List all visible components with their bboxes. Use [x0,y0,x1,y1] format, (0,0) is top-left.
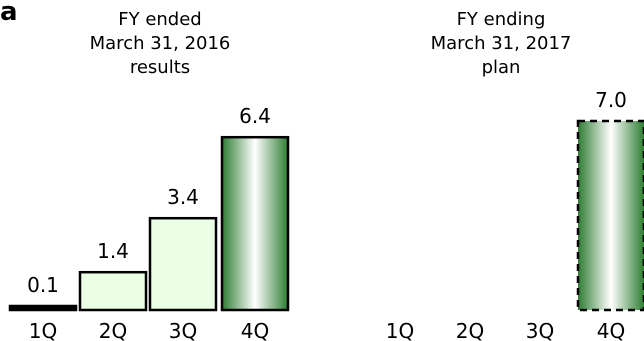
corner-letter: a [0,0,18,27]
chart1-tick-4q: 4Q [241,319,269,341]
chart1-value-label-4q: 6.4 [239,104,271,128]
chart1-title-line1: FY ended [118,9,201,30]
chart2-title-line1: FY ending [457,9,546,30]
chart1-bar-2q [78,270,148,312]
chart1-bar-1q [8,304,78,312]
chart2-tick-4q: 4Q [597,319,625,341]
chart1-bar-3q [148,216,218,312]
chart1-bar-4q [220,135,290,312]
chart1-tick-2q: 2Q [99,319,127,341]
chart1-value-label-1q: 0.1 [27,273,59,297]
chart2-tick-1q: 1Q [386,319,414,341]
chart2-bar-4q [576,119,644,312]
chart2-tick-2q: 2Q [456,319,484,341]
chart1-value-label-3q: 3.4 [167,185,199,209]
chart2-value-label-4q: 7.0 [595,88,627,112]
chart1-tick-3q: 3Q [169,319,197,341]
chart2-tick-3q: 3Q [526,319,554,341]
chart1-title-line3: results [130,57,190,78]
chart2-title-line2: March 31, 2017 [431,33,572,54]
chart1-tick-1q: 1Q [29,319,57,341]
chart1-title-line2: March 31, 2016 [90,33,231,54]
chart2-title-line3: plan [482,57,521,78]
chart1-value-label-2q: 1.4 [97,239,129,263]
